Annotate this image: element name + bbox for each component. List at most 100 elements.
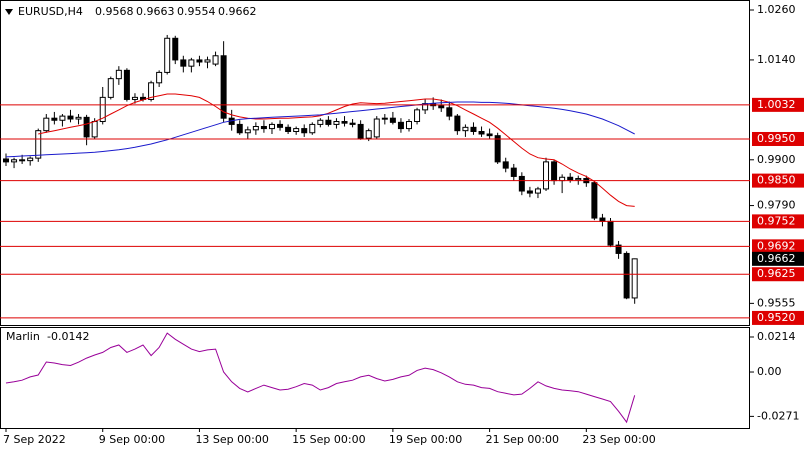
level-label-box bbox=[752, 173, 804, 188]
candle-body bbox=[123, 69, 130, 100]
candle-body bbox=[454, 115, 461, 132]
ohlc-close: 0.9662 bbox=[218, 5, 257, 18]
candle-body bbox=[67, 115, 74, 120]
candle-body bbox=[567, 176, 574, 181]
level-label-box bbox=[752, 97, 804, 112]
candle-body bbox=[478, 130, 485, 135]
indicator-value: -0.0142 bbox=[47, 330, 89, 343]
candle-body bbox=[196, 59, 203, 63]
candle-body bbox=[365, 130, 372, 139]
indicator-panel-frame bbox=[0, 327, 750, 429]
x-tick-label: 19 Sep 00:00 bbox=[389, 433, 462, 446]
x-tick-label: 15 Sep 00:00 bbox=[292, 433, 365, 446]
level-label-box bbox=[752, 214, 804, 229]
candle-body bbox=[277, 123, 284, 128]
x-tick-label: 13 Sep 00:00 bbox=[195, 433, 268, 446]
y-tick-label: -0.0271 bbox=[757, 409, 799, 422]
ohlc-open: 0.9568 bbox=[95, 5, 134, 18]
x-tick-label: 21 Sep 00:00 bbox=[486, 433, 559, 446]
level-label: 0.9850 bbox=[757, 174, 796, 187]
candle-body bbox=[462, 126, 469, 132]
candle-body bbox=[188, 59, 195, 67]
candle-body bbox=[591, 182, 598, 219]
candle-body bbox=[414, 109, 421, 123]
ohlc-low: 0.9554 bbox=[177, 5, 216, 18]
candle-body bbox=[349, 122, 356, 125]
candle-body bbox=[446, 107, 453, 117]
level-label: 0.9625 bbox=[757, 267, 796, 280]
moving-average bbox=[5, 101, 635, 158]
candle-body bbox=[212, 55, 219, 65]
candle-body bbox=[486, 133, 493, 137]
candle-body bbox=[27, 157, 34, 162]
candle-body bbox=[220, 55, 227, 119]
candle-body bbox=[204, 59, 211, 63]
x-tick-label: 7 Sep 2022 bbox=[3, 433, 66, 446]
candle-body bbox=[341, 121, 348, 124]
y-tick-label: 0.00 bbox=[757, 365, 782, 378]
x-tick-label: 9 Sep 00:00 bbox=[99, 433, 165, 446]
candle-body bbox=[526, 190, 533, 194]
candle-body bbox=[172, 37, 179, 61]
candle-body bbox=[285, 126, 292, 132]
candle-body bbox=[510, 167, 517, 177]
candle-body bbox=[3, 158, 9, 163]
y-tick-label: 1.0260 bbox=[757, 3, 796, 16]
level-label: 1.0032 bbox=[757, 98, 796, 111]
level-label: 0.9520 bbox=[757, 311, 796, 324]
collapse-icon bbox=[5, 9, 13, 15]
x-tick-label: 23 Sep 00:00 bbox=[582, 433, 655, 446]
level-label: 0.9752 bbox=[757, 214, 796, 227]
chart-title: EURUSD,H4 bbox=[18, 5, 83, 18]
level-label-box bbox=[752, 239, 804, 254]
candle-body bbox=[534, 188, 541, 194]
candle-body bbox=[389, 117, 396, 123]
candle-body bbox=[494, 135, 501, 163]
indicator-line bbox=[5, 332, 636, 424]
candle-body bbox=[397, 121, 404, 130]
candle-body bbox=[131, 96, 138, 100]
price-label-box bbox=[752, 251, 804, 266]
candle-body bbox=[244, 129, 251, 134]
candle-body bbox=[373, 118, 380, 138]
candle-body bbox=[575, 178, 582, 181]
indicator-title: Marlin bbox=[6, 330, 40, 343]
candle-body bbox=[75, 116, 82, 120]
candle-body bbox=[551, 161, 558, 182]
candle-body bbox=[148, 82, 155, 100]
candle-body bbox=[406, 121, 412, 130]
y-tick-label: 0.9555 bbox=[757, 296, 796, 309]
candle-body bbox=[470, 126, 477, 132]
candle-body bbox=[301, 128, 308, 134]
level-label: 0.9692 bbox=[757, 239, 796, 252]
candle-body bbox=[35, 130, 42, 159]
candle-body bbox=[438, 105, 445, 109]
candle-body bbox=[293, 128, 300, 132]
candle-body bbox=[268, 123, 275, 130]
candle-body bbox=[99, 96, 106, 123]
moving-average bbox=[38, 93, 635, 207]
candle-body bbox=[325, 119, 332, 125]
candle-body bbox=[59, 115, 66, 121]
ohlc-high: 0.9663 bbox=[136, 5, 175, 18]
candle-body bbox=[543, 161, 550, 190]
candle-body bbox=[317, 119, 324, 125]
candle-body bbox=[631, 258, 638, 299]
candle-body bbox=[180, 59, 187, 67]
y-tick-label: 0.9900 bbox=[757, 153, 796, 166]
level-label-box bbox=[752, 267, 804, 282]
candle-body bbox=[51, 117, 58, 121]
candle-body bbox=[11, 159, 18, 163]
candle-body bbox=[43, 117, 50, 132]
candle-body bbox=[518, 175, 525, 192]
candle-body bbox=[19, 159, 26, 162]
level-label-box bbox=[752, 131, 804, 146]
candle-body bbox=[502, 161, 509, 169]
level-label: 0.9950 bbox=[757, 132, 796, 145]
candle-body bbox=[156, 71, 163, 84]
y-tick-label: 0.0214 bbox=[757, 330, 796, 343]
candle-body bbox=[623, 252, 630, 299]
level-label-box bbox=[752, 310, 804, 325]
